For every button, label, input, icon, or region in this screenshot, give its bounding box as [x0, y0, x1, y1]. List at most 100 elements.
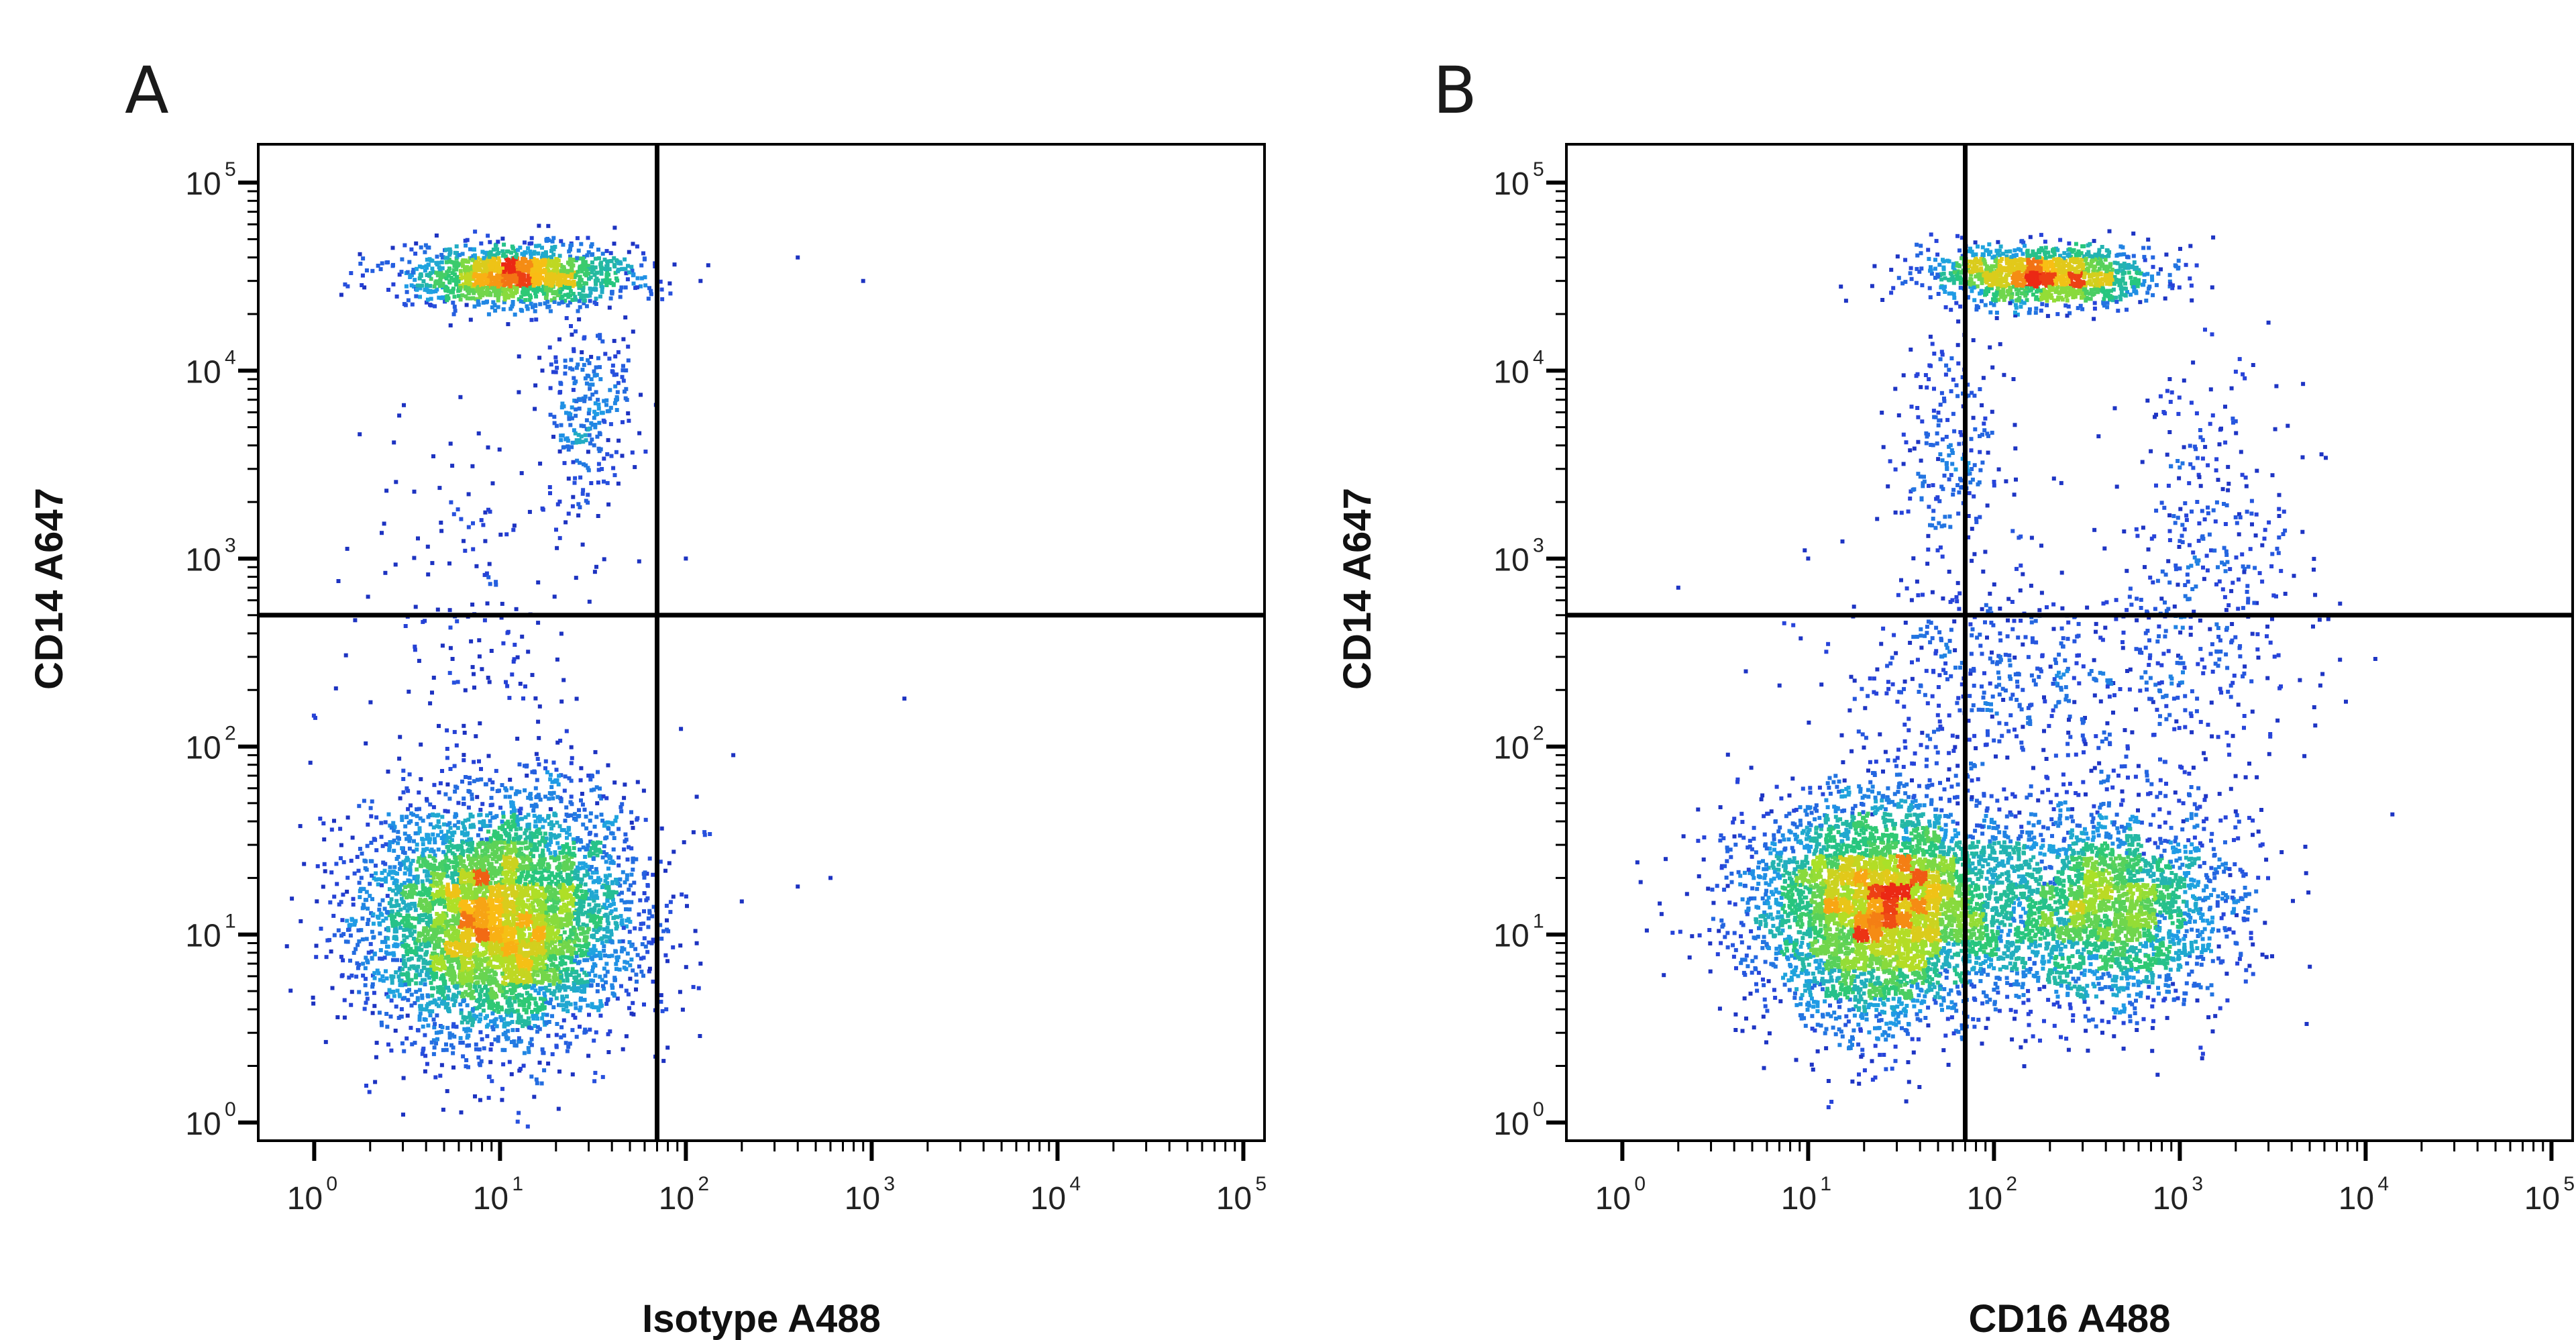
- event-dot: [504, 990, 508, 994]
- event-dot: [503, 841, 508, 845]
- event-dot: [490, 906, 494, 911]
- event-dot: [370, 956, 374, 960]
- event-dot: [678, 943, 683, 948]
- event-dot: [433, 866, 438, 871]
- event-dot: [503, 995, 508, 1000]
- event-dot: [546, 1062, 551, 1066]
- event-dot: [323, 1039, 328, 1044]
- event-dot: [530, 877, 535, 882]
- event-dot: [523, 840, 528, 845]
- event-dot: [525, 846, 529, 851]
- event-dot: [429, 980, 433, 985]
- event-dot: [573, 871, 578, 876]
- event-dot: [417, 954, 422, 959]
- event-dot: [600, 819, 605, 823]
- event-dot: [544, 941, 549, 945]
- event-dot: [402, 831, 407, 836]
- event-dot: [540, 852, 545, 856]
- event-dot: [460, 1020, 464, 1025]
- event-dot: [364, 890, 369, 894]
- event-dot: [513, 1009, 517, 1014]
- event-dot: [488, 974, 492, 979]
- event-dot: [411, 858, 415, 863]
- event-dot: [444, 949, 449, 954]
- event-dot: [422, 856, 427, 861]
- event-dot: [509, 874, 514, 879]
- event-dot: [553, 972, 558, 977]
- event-dot: [559, 828, 564, 833]
- event-dot: [390, 976, 394, 981]
- event-dot: [345, 876, 350, 880]
- event-dot: [529, 843, 533, 847]
- event-dot: [547, 882, 551, 886]
- event-dot: [671, 945, 676, 949]
- event-dot: [606, 866, 610, 871]
- event-dot: [517, 841, 521, 845]
- event-dot: [613, 978, 617, 982]
- event-dot: [665, 918, 669, 923]
- event-dot: [529, 803, 534, 808]
- event-dot: [345, 919, 350, 923]
- event-dot: [311, 995, 315, 1000]
- event-dot: [517, 1002, 522, 1007]
- event-dot: [380, 877, 384, 882]
- event-dot: [458, 1036, 463, 1041]
- event-dot: [380, 1023, 384, 1027]
- event-dot: [497, 988, 502, 992]
- event-dot: [564, 904, 569, 909]
- event-dot: [522, 1007, 527, 1012]
- event-dot: [541, 835, 545, 840]
- event-dot: [381, 919, 386, 923]
- event-dot: [341, 932, 346, 937]
- event-dot: [478, 807, 483, 812]
- event-dot: [508, 860, 513, 865]
- event-dot: [491, 964, 496, 969]
- event-dot: [404, 923, 409, 928]
- event-dot: [536, 937, 541, 942]
- event-dot: [368, 894, 372, 898]
- event-dot: [545, 988, 549, 993]
- event-dot: [449, 860, 453, 864]
- event-dot: [406, 807, 411, 811]
- event-dot: [633, 947, 638, 951]
- event-dot: [426, 815, 431, 819]
- event-dot: [519, 1015, 523, 1019]
- event-dot: [374, 1041, 379, 1045]
- event-dot: [412, 839, 416, 843]
- event-dot: [511, 801, 515, 805]
- event-dot: [466, 909, 471, 914]
- event-dot: [464, 946, 468, 951]
- event-dot: [410, 902, 415, 906]
- event-dot: [523, 831, 527, 835]
- event-dot: [658, 923, 663, 927]
- event-dot: [453, 859, 458, 864]
- event-dot: [413, 882, 418, 887]
- event-dot: [417, 826, 422, 831]
- event-dot: [460, 1040, 465, 1045]
- event-dot: [586, 983, 590, 988]
- event-dot: [539, 932, 544, 937]
- event-dot: [384, 916, 388, 921]
- event-dot: [598, 926, 602, 931]
- event-dot: [374, 1055, 378, 1060]
- event-dot: [504, 874, 508, 879]
- event-dot: [524, 854, 529, 859]
- event-dot: [408, 872, 413, 877]
- event-dot: [415, 892, 420, 896]
- event-dot: [555, 890, 560, 895]
- event-dot: [581, 904, 586, 909]
- event-dot: [578, 981, 583, 986]
- event-dot: [421, 929, 426, 933]
- event-dot: [466, 857, 471, 862]
- event-dot: [508, 923, 513, 927]
- event-dot: [680, 892, 684, 897]
- event-dot: [465, 931, 470, 935]
- event-dot: [484, 959, 488, 964]
- event-dot: [455, 884, 460, 888]
- event-dot: [499, 935, 504, 939]
- event-dot: [474, 911, 478, 915]
- event-dot: [559, 799, 564, 804]
- event-dot: [557, 983, 561, 987]
- event-dot: [507, 998, 512, 1002]
- event-dot: [504, 913, 508, 918]
